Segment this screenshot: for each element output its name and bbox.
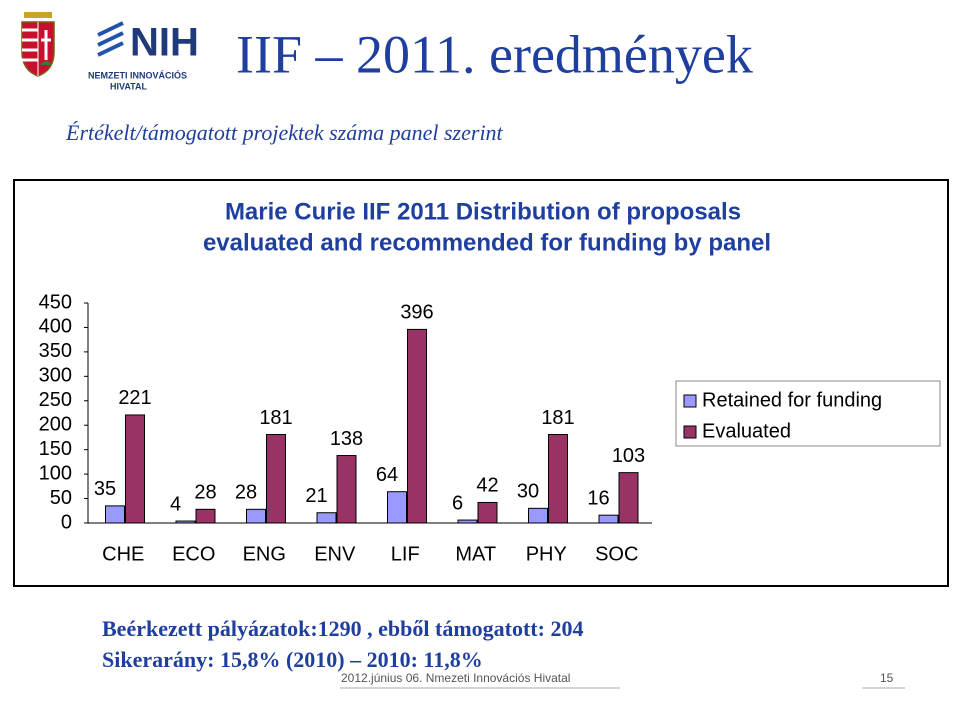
plot: 050100150200250300350400450CHE35221ECO42…: [39, 291, 652, 565]
y-tick-label: 150: [39, 438, 72, 460]
data-label: 30: [517, 481, 539, 503]
bar: [246, 508, 266, 524]
y-tick-label: 450: [39, 291, 72, 313]
data-label: 21: [305, 485, 327, 507]
legend-label: Retained for funding: [702, 389, 882, 411]
x-tick-label: CHE: [102, 543, 144, 565]
x-tick-label: ENG: [243, 543, 286, 565]
slide-subtitle: Értékelt/támogatott projektek száma pane…: [65, 120, 504, 145]
legend: [675, 380, 941, 447]
bar: [618, 472, 639, 524]
bar: [528, 507, 548, 524]
data-label: 181: [259, 407, 292, 429]
data-label: 4: [170, 493, 181, 515]
legend-swatch: [683, 394, 697, 408]
coat-of-arms: [21, 12, 55, 77]
y-tick-label: 100: [39, 462, 72, 484]
x-tick-label: PHY: [526, 543, 567, 565]
data-label: 138: [330, 428, 363, 450]
bar: [125, 414, 145, 524]
legend-items: Retained for funding Evaluated: [683, 389, 882, 442]
data-label: 28: [194, 482, 216, 504]
x-tick-label: SOC: [595, 543, 638, 565]
bar: [387, 491, 407, 524]
data-label: 28: [235, 482, 257, 504]
bar: [316, 512, 337, 524]
data-label: 16: [587, 487, 609, 509]
data-label: 35: [94, 478, 116, 500]
bar: [195, 508, 216, 524]
note: Sikerarány: 15,8% (2010) – 2010: 11,8%: [102, 647, 483, 672]
x-tick-label: ENV: [314, 543, 356, 565]
data-label: 181: [541, 407, 574, 429]
page-number: 15: [880, 671, 894, 685]
footer-text: 2012.június 06. Nmezeti Innovációs Hivat…: [341, 671, 570, 685]
y-tick-label: 50: [50, 487, 72, 509]
bar: [457, 519, 478, 524]
legend-swatch: [683, 425, 697, 439]
x-tick-label: ECO: [172, 543, 215, 565]
y-tick-label: 200: [39, 414, 72, 436]
note: Beérkezett pályázatok:1290 , ebből támog…: [102, 616, 583, 641]
x-tick-label: MAT: [455, 543, 496, 565]
bar: [336, 455, 357, 524]
chart-title: Marie Curie IIF 2011 Distribution of pro…: [225, 198, 741, 225]
y-tick-label: 0: [61, 511, 72, 533]
logo: NIH NEMZETI INNOVÁCIÓS HIVATAL: [88, 21, 199, 92]
data-label: 221: [118, 387, 151, 409]
bar: [548, 434, 568, 524]
bar: [266, 434, 286, 524]
y-tick-label: 300: [39, 365, 72, 387]
bar: [598, 514, 619, 524]
data-label: 42: [476, 475, 498, 497]
bar: [175, 520, 196, 524]
logo-line: NEMZETI INNOVÁCIÓS: [88, 69, 187, 80]
data-label: 103: [612, 445, 645, 467]
y-tick-label: 250: [39, 389, 72, 411]
bar: [407, 328, 427, 524]
bar: [477, 501, 498, 524]
data-label: 6: [452, 492, 463, 514]
y-tick-label: 350: [39, 340, 72, 362]
logo-name: NIH: [130, 21, 199, 65]
chart-title: evaluated and recommended for funding by…: [203, 229, 771, 256]
legend-label: Evaluated: [702, 420, 791, 442]
y-tick-label: 400: [39, 316, 72, 338]
x-tick-label: LIF: [391, 543, 420, 565]
bar: [105, 505, 125, 524]
slide-title: IIF – 2011. eredmények: [236, 24, 753, 84]
data-label: 396: [400, 302, 433, 324]
data-label: 64: [376, 464, 398, 486]
logo-line: HIVATAL: [110, 81, 147, 91]
